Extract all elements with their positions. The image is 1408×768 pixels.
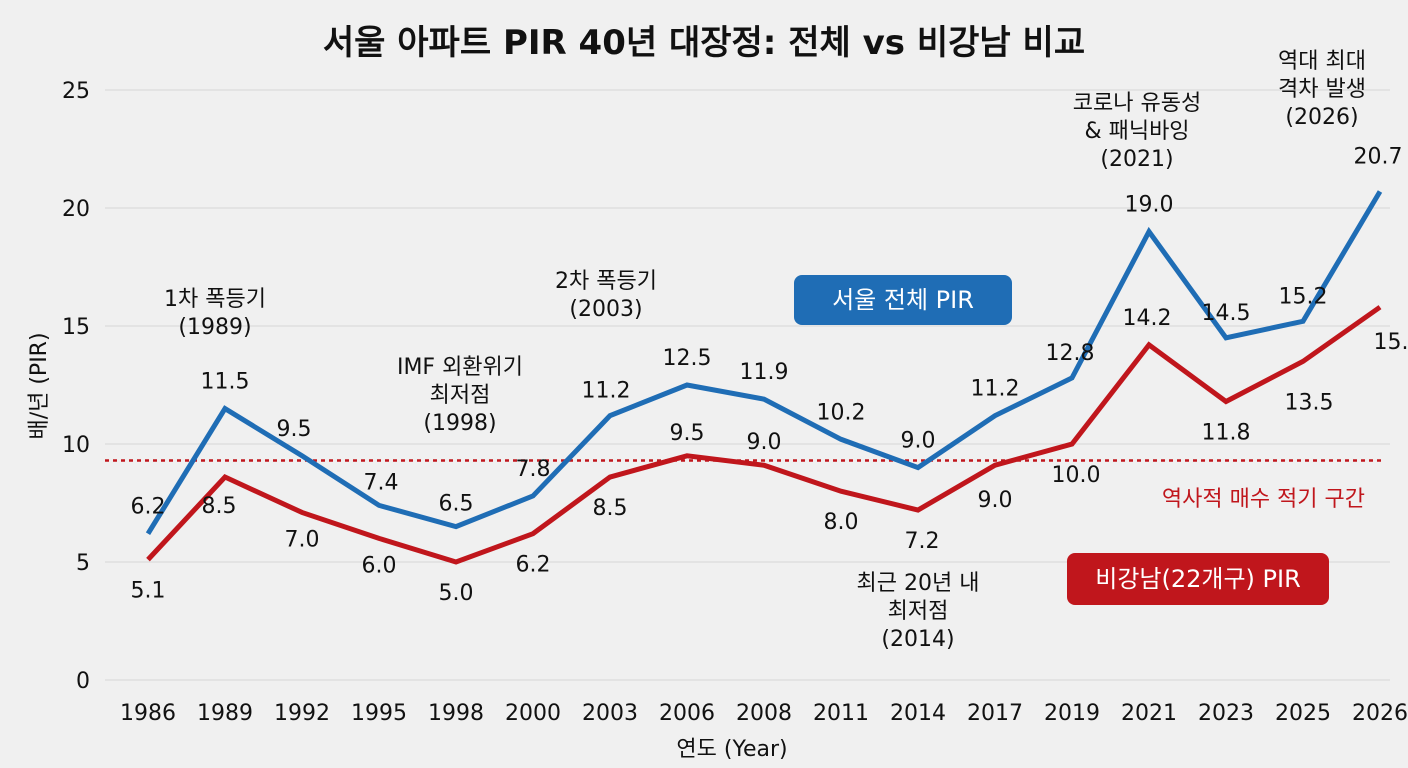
y-tick-label: 5	[76, 551, 90, 576]
data-label-non-gangnam: 6.0	[362, 553, 397, 578]
y-tick-label: 0	[76, 669, 90, 694]
data-label-seoul-total: 6.2	[131, 495, 166, 520]
x-tick-label: 2003	[582, 701, 638, 726]
y-tick-label: 20	[62, 197, 90, 222]
data-label-seoul-total: 11.9	[740, 360, 789, 385]
data-label-non-gangnam: 14.2	[1123, 306, 1172, 331]
annotation: IMF 외환위기 최저점 (1998)	[397, 355, 523, 436]
y-tick-label: 10	[62, 433, 90, 458]
y-tick-label: 15	[62, 315, 90, 340]
x-tick-label: 2008	[736, 701, 792, 726]
x-tick-label: 1992	[274, 701, 330, 726]
x-tick-label: 2019	[1044, 701, 1100, 726]
legend-label: 서울 전체 PIR	[832, 286, 974, 314]
data-label-seoul-total: 12.5	[663, 346, 712, 371]
x-tick-label: 2017	[967, 701, 1023, 726]
reference-line-label: 역사적 매수 적기 구간	[1162, 487, 1365, 512]
y-tick-label: 25	[62, 79, 90, 104]
data-label-non-gangnam: 9.5	[670, 421, 705, 446]
data-label-non-gangnam: 8.5	[202, 494, 237, 519]
data-label-non-gangnam: 5.0	[439, 581, 474, 606]
data-label-seoul-total: 7.8	[516, 457, 551, 482]
annotation: 최근 20년 내 최저점 (2014)	[857, 571, 980, 652]
chart-title: 서울 아파트 PIR 40년 대장정: 전체 vs 비강남 비교	[323, 23, 1085, 63]
reference-line-group: 역사적 매수 적기 구간	[105, 459, 1385, 512]
grid-lines	[105, 89, 1390, 681]
data-label-seoul-total: 7.4	[364, 470, 399, 495]
x-tick-label: 2023	[1198, 701, 1254, 726]
data-label-seoul-total: 11.5	[201, 370, 250, 395]
annotation: 역대 최대 격차 발생 (2026)	[1278, 49, 1366, 130]
data-label-seoul-total: 9.0	[901, 429, 936, 454]
x-tick-label: 1986	[120, 701, 176, 726]
data-label-seoul-total: 14.5	[1202, 301, 1251, 326]
data-label-non-gangnam: 10.0	[1052, 463, 1101, 488]
annotations: 1차 폭등기 (1989) IMF 외환위기 최저점 (1998) 2차 폭등기 (2003…	[164, 49, 1366, 652]
legend-seoul-total: 서울 전체 PIR	[794, 275, 1012, 325]
x-tick-label: 2025	[1275, 701, 1331, 726]
x-axis-ticks: 1986 1989 1992 1995 1998 2000 2003 2006 2008 2011…	[120, 701, 1408, 726]
x-axis-label: 연도 (Year)	[676, 737, 787, 762]
annotation: 1차 폭등기 (1989)	[164, 287, 266, 340]
x-tick-label: 2014	[890, 701, 946, 726]
x-tick-label: 2011	[813, 701, 869, 726]
data-label-seoul-total: 15.2	[1279, 284, 1328, 309]
data-label-seoul-total: 11.2	[582, 379, 631, 404]
y-axis-ticks: 0 5 10 15 20 25	[62, 79, 90, 694]
annotation: 코로나 유동성 & 패닉바잉 (2021)	[1073, 91, 1201, 172]
series-line-seoul-total	[145, 190, 1383, 535]
data-label-non-gangnam: 9.0	[747, 430, 782, 455]
x-tick-label: 1998	[428, 701, 484, 726]
x-tick-label: 1995	[351, 701, 407, 726]
data-label-non-gangnam: 8.0	[824, 510, 859, 535]
data-label-non-gangnam: 15.8	[1374, 330, 1408, 355]
data-label-non-gangnam: 8.5	[593, 496, 628, 521]
legend-badge	[794, 275, 1012, 325]
legend: 서울 전체 PIR 비강남(22개구) PIR	[794, 275, 1329, 605]
data-label-non-gangnam: 9.0	[978, 488, 1013, 513]
series-line-non-gangnam	[146, 305, 1382, 565]
series-lines	[145, 190, 1383, 565]
data-label-non-gangnam: 11.8	[1202, 421, 1251, 446]
x-tick-label: 2021	[1121, 701, 1177, 726]
legend-label: 비강남(22개구) PIR	[1095, 565, 1301, 593]
legend-non-gangnam: 비강남(22개구) PIR	[1067, 553, 1329, 605]
data-label-seoul-total: 19.0	[1125, 193, 1174, 218]
y-axis-label: 배/년 (PIR)	[27, 332, 52, 439]
data-label-seoul-total: 12.8	[1046, 341, 1095, 366]
data-label-non-gangnam: 7.0	[285, 527, 320, 552]
x-tick-label: 2000	[505, 701, 561, 726]
x-tick-label: 1989	[197, 701, 253, 726]
data-label-seoul-total: 10.2	[817, 400, 866, 425]
data-label-seoul-total: 6.5	[439, 492, 474, 517]
data-label-non-gangnam: 6.2	[516, 553, 551, 578]
x-tick-label: 2026	[1352, 701, 1408, 726]
data-label-seoul-total: 9.5	[277, 417, 312, 442]
data-label-non-gangnam: 5.1	[131, 579, 166, 604]
data-label-seoul-total: 11.2	[971, 377, 1020, 402]
data-labels: 6.2 11.5 9.5 7.4 6.5 7.8 11.2 12.5 11.9 10.2 9.0 11…	[131, 144, 1408, 606]
data-label-non-gangnam: 13.5	[1285, 390, 1334, 415]
data-label-seoul-total: 20.7	[1354, 144, 1403, 169]
x-tick-label: 2006	[659, 701, 715, 726]
annotation: 2차 폭등기 (2003)	[555, 269, 657, 322]
data-label-non-gangnam: 7.2	[905, 529, 940, 554]
legend-badge	[1067, 553, 1329, 605]
